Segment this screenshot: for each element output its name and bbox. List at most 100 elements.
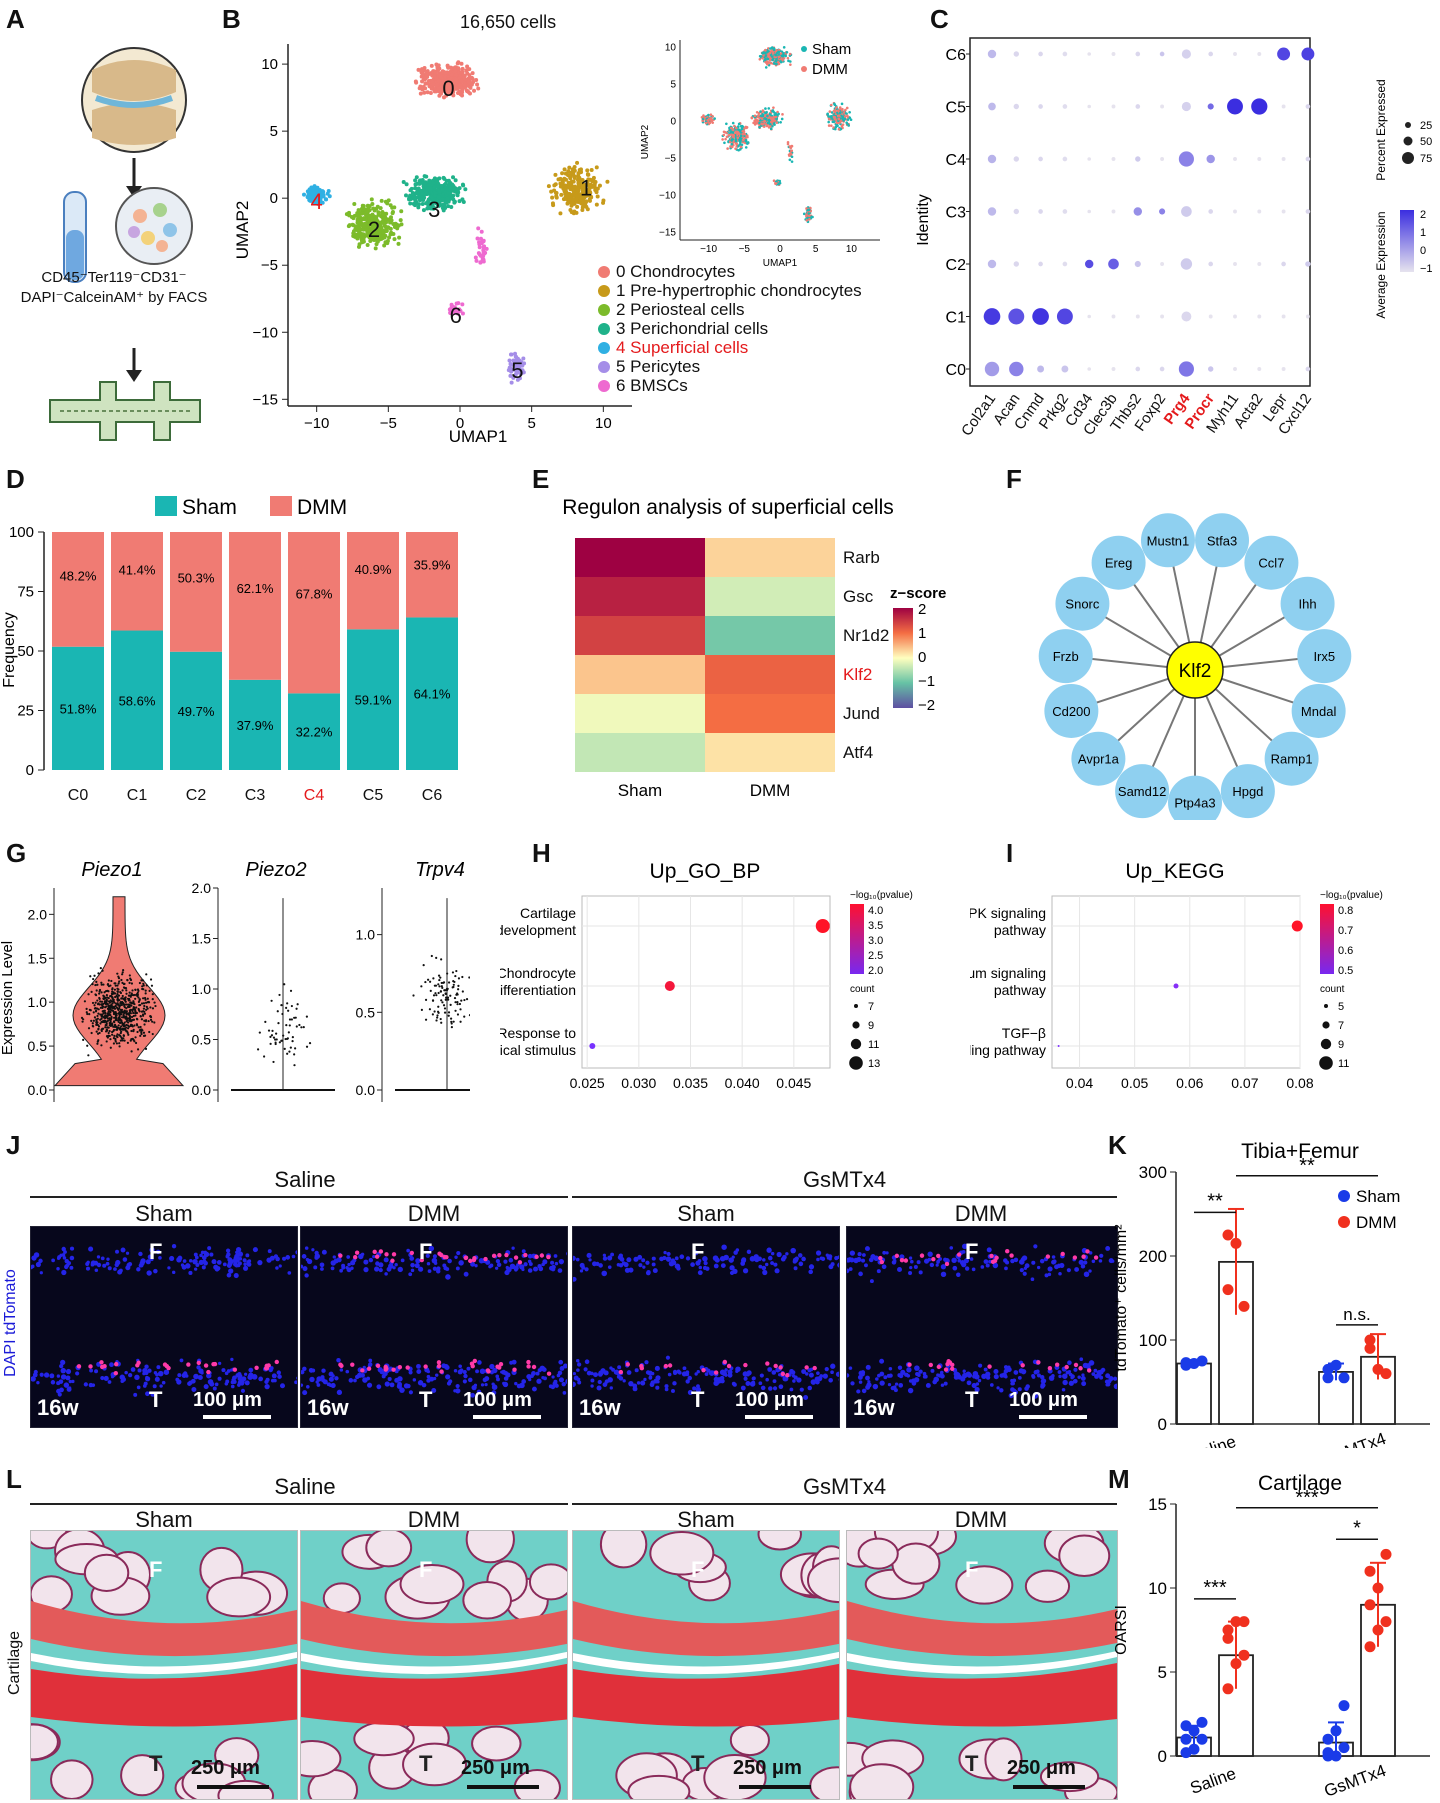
tibia-marker: T xyxy=(691,1387,705,1412)
dotplot-dot xyxy=(1281,209,1286,214)
facs-line-1: CD45⁻Ter119⁻CD31⁻ xyxy=(41,269,187,286)
umap-ytick: 5 xyxy=(270,123,278,140)
size-legend-title: Percent Expressed xyxy=(1374,79,1388,180)
dotplot-dot xyxy=(1038,209,1043,214)
oarsi-sig-label: *** xyxy=(1295,1487,1319,1509)
heatmap-row-label: Atf4 xyxy=(843,743,873,762)
violin-ylabel: Expression Level xyxy=(0,941,16,1055)
stacked-ytick: 0 xyxy=(26,762,34,779)
dotplot-dot xyxy=(1135,51,1141,57)
network-node: Stfa3 xyxy=(1195,513,1250,568)
network-node-label: Ccl7 xyxy=(1258,556,1284,571)
umap-legend-item: 4 Superficial cells xyxy=(598,338,862,357)
dotplot-dot xyxy=(1160,157,1165,161)
oarsi-group-label: Saline xyxy=(1188,1764,1239,1798)
heatmap-cell xyxy=(575,655,705,694)
network-node: Ihh xyxy=(1280,576,1335,631)
violin-ytick: 0.0 xyxy=(28,1082,48,1098)
panel-label-j: J xyxy=(6,1130,21,1160)
kegg-size-title: count xyxy=(1320,984,1345,995)
bar-dmm xyxy=(406,532,458,618)
network-node-label: Ereg xyxy=(1105,556,1132,571)
tdtomato-ytick: 0 xyxy=(1158,1415,1167,1434)
violin-ytick: 0.5 xyxy=(356,1004,376,1020)
umap-cluster-label: 5 xyxy=(511,358,523,383)
oarsi-point xyxy=(1188,1725,1200,1737)
bar-dmm-label: 40.9% xyxy=(355,562,392,577)
l-cond-1: Sham xyxy=(135,1507,193,1532)
stacked-ytick: 100 xyxy=(9,524,34,541)
dotplot-dot xyxy=(1181,101,1191,112)
umap-legend-label: 2 Periosteal cells xyxy=(616,300,745,319)
stacked-ytick: 25 xyxy=(17,703,34,720)
tube-icon xyxy=(63,191,87,283)
dotplot-dot xyxy=(1208,51,1214,57)
dotplot-dot xyxy=(1233,314,1237,319)
umap-legend-item: 6 BMSCs xyxy=(598,376,862,395)
go-bp-size-title: count xyxy=(850,984,875,995)
dotplot-dot xyxy=(1135,104,1141,109)
scale-bar xyxy=(1013,1785,1085,1789)
oarsi-ytick: 15 xyxy=(1148,1495,1167,1514)
oarsi-point xyxy=(1222,1624,1234,1636)
panel-label-k: K xyxy=(1108,1130,1127,1160)
go-bp-title: Up_GO_BP xyxy=(650,860,761,883)
dotplot-dot xyxy=(1008,308,1025,325)
dotplot-dot xyxy=(1111,157,1116,161)
go-bp-bubble xyxy=(664,981,675,991)
go-bp-size-tick: 9 xyxy=(868,1020,874,1032)
umap-xtick: 5 xyxy=(527,415,535,432)
kegg-color-tick: 0.6 xyxy=(1338,945,1353,957)
umap-legend-item: 5 Pericytes xyxy=(598,357,862,376)
kegg-size-tick: 7 xyxy=(1338,1020,1344,1032)
kegg-color-tick: 0.7 xyxy=(1338,925,1353,937)
violin-ytick: 0.0 xyxy=(192,1082,212,1098)
femur-marker: F xyxy=(965,1557,979,1582)
dotplot-dot xyxy=(1111,104,1116,109)
violin-ytick: 1.0 xyxy=(356,927,376,943)
tdtomato-point xyxy=(1338,1372,1350,1384)
umap-legend-label: 5 Pericytes xyxy=(616,357,701,376)
tdtomato-ytick: 100 xyxy=(1139,1331,1167,1350)
dotplot-row-label: C3 xyxy=(946,205,967,222)
tdtomato-point xyxy=(1238,1300,1250,1312)
go-bp-xtick: 0.030 xyxy=(621,1075,656,1091)
oarsi-point xyxy=(1238,1616,1250,1628)
stacked-bar-chart: Sham DMM Frequency 0 25 50 75 100 51.8% 48.2% C… xyxy=(1,496,458,804)
stacked-xtick: C6 xyxy=(422,787,443,804)
panel-label-e: E xyxy=(532,464,550,494)
network-node-label: Ihh xyxy=(1299,597,1317,612)
umap-xlabel: UMAP1 xyxy=(449,427,508,446)
heatmap-chart: Regulon analysis of superficial cells Ra… xyxy=(562,496,946,800)
go-bp-xtick: 0.045 xyxy=(776,1075,811,1091)
heatmap-cell xyxy=(575,538,705,577)
umap-cluster-4 xyxy=(301,184,332,206)
oarsi-point xyxy=(1238,1649,1250,1661)
panel-label-g: G xyxy=(6,838,27,868)
tdtomato-ylabel: tdTomato⁺ cells/mm² xyxy=(1113,1224,1130,1372)
cell-mix-icon xyxy=(115,187,193,265)
dotplot-dot xyxy=(1159,51,1165,57)
heatmap-row-label: Rarb xyxy=(843,548,880,567)
dotplot-dot xyxy=(1087,314,1091,319)
umap-inset: −10 −5 0 5 10 10 5 0 −5 −10 −15 UMAP1 UMAP2 Sham D… xyxy=(640,40,880,269)
femur-marker: F xyxy=(149,1239,163,1264)
oarsi-point xyxy=(1222,1632,1234,1644)
dotplot-dot xyxy=(1160,104,1165,109)
dotplot-dot xyxy=(1178,361,1194,377)
bar-dmm-label: 41.4% xyxy=(119,562,156,577)
dotplot-dot xyxy=(1251,98,1268,115)
dotplot-row-label: C2 xyxy=(946,257,967,274)
network-node: Ccl7 xyxy=(1244,535,1299,590)
dotplot-dot xyxy=(1181,206,1192,217)
bar-sham-label: 59.1% xyxy=(355,693,392,708)
heatmap-col-label: Sham xyxy=(618,781,662,800)
zscore-tick-0: 0 xyxy=(918,649,926,666)
oarsi-point xyxy=(1364,1599,1376,1611)
umap-ytick: −15 xyxy=(253,391,278,408)
dotplot-dot xyxy=(1087,157,1091,161)
bar-dmm-label: 48.2% xyxy=(60,569,97,584)
dotplot-dot xyxy=(1281,104,1286,109)
go-bp-term-label: Cartilage development xyxy=(500,905,576,938)
l-group-saline: Saline xyxy=(274,1474,336,1499)
